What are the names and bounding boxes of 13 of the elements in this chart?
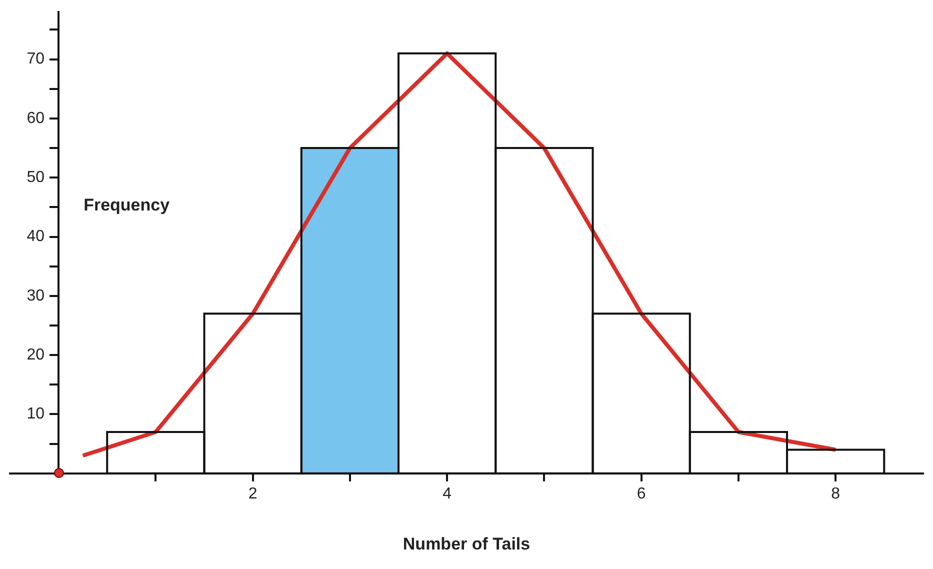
y-tick-label: 40 bbox=[26, 228, 45, 246]
y-tick-label: 70 bbox=[26, 50, 45, 68]
y-tick-label: 50 bbox=[26, 169, 45, 186]
x-tick-label: 6 bbox=[636, 485, 646, 502]
x-tick-label: 8 bbox=[831, 485, 840, 502]
y-tick-label: 10 bbox=[26, 406, 45, 423]
y-tick-label: 20 bbox=[26, 346, 45, 364]
y-tick-label: 30 bbox=[26, 287, 45, 304]
x-tick-label: 4 bbox=[442, 485, 452, 502]
y-tick-label: 60 bbox=[26, 110, 45, 127]
x-tick-label: 2 bbox=[248, 485, 258, 502]
y-axis-title: Frequency bbox=[84, 195, 170, 214]
x-axis-title: Number of Tails bbox=[402, 534, 530, 554]
